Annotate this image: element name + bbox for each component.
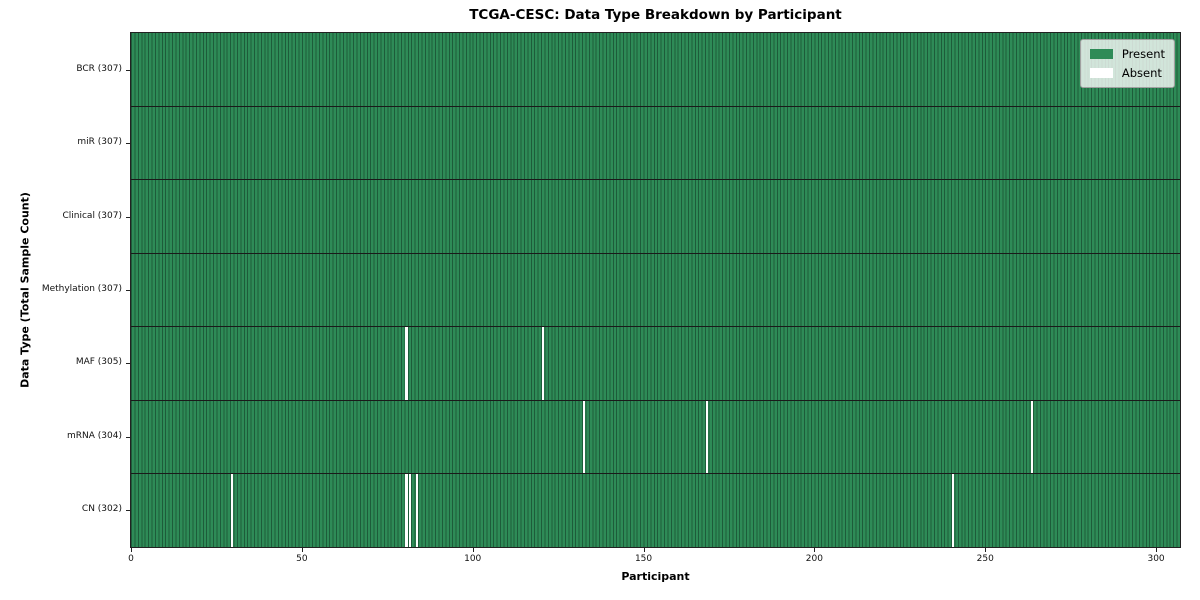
x-tick-label: 250 [976, 554, 994, 564]
heatmap-row-Clinical [131, 179, 1180, 253]
chart-title: TCGA-CESC: Data Type Breakdown by Partic… [469, 7, 842, 23]
x-tick-mark [131, 548, 132, 552]
absent-cell [231, 474, 234, 548]
legend-entry-absent: Absent [1089, 66, 1165, 80]
legend-swatch-absent [1089, 68, 1113, 78]
heatmap-row-miR [131, 105, 1180, 180]
absent-cell [408, 474, 412, 548]
heatmap-row-BCR [131, 33, 1180, 106]
absent-cell [542, 327, 545, 400]
heatmap-row-CN [131, 473, 1180, 548]
absent-cell [1030, 400, 1034, 474]
y-tick-mark [126, 216, 130, 218]
y-tick-label: Clinical (307) [62, 210, 122, 221]
x-axis-label: Participant [621, 570, 690, 583]
y-tick-label: miR (307) [77, 137, 122, 148]
legend: Present Absent [1079, 39, 1175, 88]
absent-cell [706, 400, 709, 474]
x-tick-mark [814, 548, 816, 552]
absent-cell [405, 327, 408, 400]
y-tick-label: mRNA (304) [67, 430, 122, 441]
y-tick-mark [126, 436, 130, 438]
x-tick-mark [1156, 548, 1158, 552]
plot-area [130, 32, 1181, 548]
y-tick-label: CN (302) [81, 504, 122, 515]
x-tick-label: 50 [296, 554, 308, 564]
legend-swatch-present [1089, 49, 1113, 59]
legend-entry-present: Present [1089, 47, 1165, 61]
y-tick-mark [126, 290, 130, 291]
y-tick-label: BCR (307) [76, 63, 122, 74]
heatmap-row-Methylation [131, 252, 1180, 327]
legend-label: Present [1121, 47, 1165, 61]
x-tick-mark [301, 548, 303, 552]
x-tick-mark [985, 548, 987, 552]
y-tick-mark [126, 510, 130, 512]
x-tick-label: 200 [805, 554, 823, 564]
x-tick-mark [472, 548, 474, 552]
x-tick-mark [643, 548, 645, 552]
y-tick-label: Methylation (307) [41, 284, 122, 294]
x-tick-label: 0 [128, 554, 134, 564]
absent-cell [583, 400, 586, 474]
x-tick-label: 300 [1147, 554, 1165, 564]
y-tick-mark [126, 69, 130, 71]
heatmap-row-MAF [131, 326, 1180, 400]
y-tick-mark [126, 143, 130, 145]
x-tick-label: 100 [464, 554, 482, 564]
absent-cell [952, 474, 955, 548]
heatmap-row-mRNA [131, 399, 1180, 474]
y-tick-label: MAF (305) [75, 357, 122, 368]
x-tick-label: 150 [634, 554, 653, 564]
y-tick-mark [126, 363, 130, 365]
legend-label: Absent [1121, 66, 1162, 80]
absent-cell [415, 474, 418, 548]
absent-cell [405, 474, 408, 548]
